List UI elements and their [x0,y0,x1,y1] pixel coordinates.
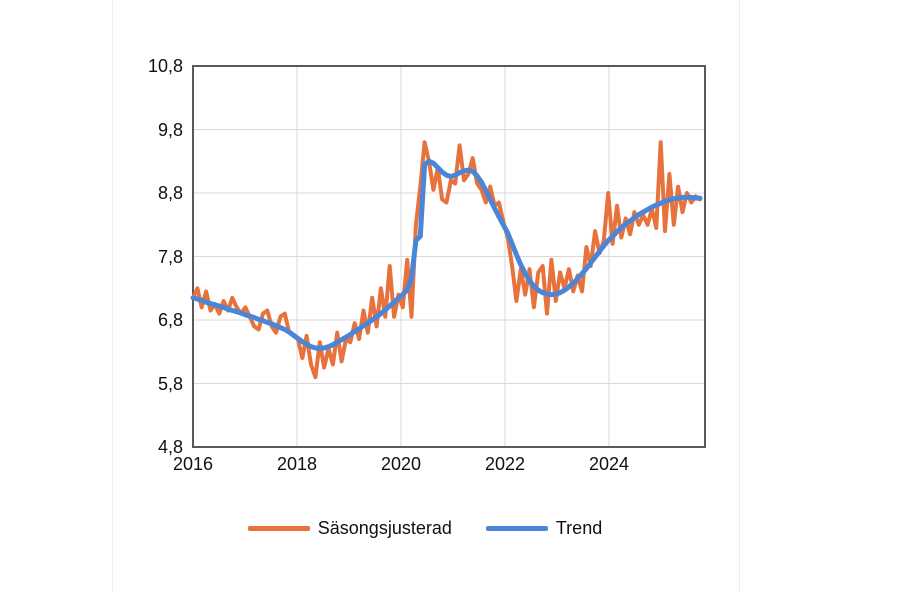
y-tick-label: 7,8 [157,246,183,267]
legend-label: Säsongsjusterad [317,517,452,538]
legend-line-swatch-blue [485,525,548,531]
chart-card [112,0,740,592]
y-tick-label: 8,8 [157,183,183,203]
legend-line-swatch-orange [247,525,310,531]
x-tick-label: 2016 [172,454,214,474]
x-tick-label: 2024 [588,454,630,474]
legend-item-trend: Trend [485,517,603,539]
x-tick-label: 2022 [484,454,526,474]
y-tick-label: 10,8 [147,56,183,76]
chart-legend: Säsongsjusterad Trend [112,515,738,541]
legend-label: Trend [555,517,603,538]
y-tick-label: 4,8 [157,437,183,457]
y-tick-label: 5,8 [157,373,183,394]
x-tick-label: 2020 [380,454,422,474]
legend-item-sasongsjusterad: Säsongsjusterad [247,517,452,539]
y-tick-label: 9,8 [157,119,183,140]
x-tick-label: 2018 [276,454,318,474]
y-tick-label: 6,8 [157,310,183,330]
